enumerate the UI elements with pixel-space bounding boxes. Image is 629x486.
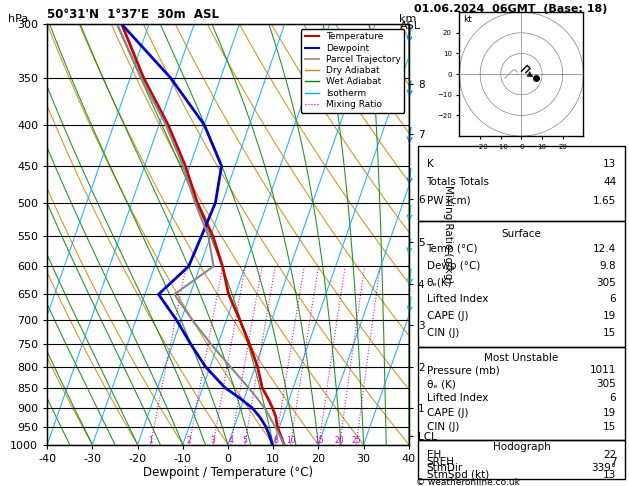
Text: © weatheronline.co.uk: © weatheronline.co.uk [416,478,520,486]
Text: hPa: hPa [8,14,28,24]
Text: 25: 25 [352,435,361,445]
Text: 44: 44 [603,177,616,188]
Text: 4: 4 [228,435,233,445]
Text: 5: 5 [242,435,247,445]
Text: 15: 15 [314,435,324,445]
Text: 20: 20 [335,435,345,445]
Text: K: K [426,159,433,169]
Text: 6: 6 [610,295,616,304]
Text: SREH: SREH [426,456,455,467]
Text: 50°31'N  1°37'E  30m  ASL: 50°31'N 1°37'E 30m ASL [47,8,219,21]
Text: 19: 19 [603,408,616,417]
Text: 8: 8 [273,435,278,445]
Text: 13: 13 [603,159,616,169]
Text: StmDir: StmDir [426,463,463,473]
Text: Lifted Index: Lifted Index [426,394,488,403]
Text: 10: 10 [286,435,296,445]
Text: 305: 305 [596,379,616,389]
Text: Pressure (mb): Pressure (mb) [426,365,499,375]
Text: 15: 15 [603,422,616,432]
Text: CAPE (J): CAPE (J) [426,311,468,321]
Text: 1.65: 1.65 [593,195,616,206]
Text: Totals Totals: Totals Totals [426,177,489,188]
Text: kt: kt [464,16,472,24]
Text: StmSpd (kt): StmSpd (kt) [426,470,489,480]
Text: Most Unstable: Most Unstable [484,353,559,363]
Text: Lifted Index: Lifted Index [426,295,488,304]
Text: CIN (J): CIN (J) [426,328,459,338]
Text: θₑ (K): θₑ (K) [426,379,455,389]
Text: 3: 3 [211,435,216,445]
Text: 2: 2 [187,435,192,445]
Y-axis label: Mixing Ratio (g/kg): Mixing Ratio (g/kg) [443,185,454,284]
Text: km: km [399,14,417,24]
Text: Dewp (°C): Dewp (°C) [426,260,480,271]
Text: Hodograph: Hodograph [493,442,550,452]
Text: 22: 22 [603,450,616,460]
Text: 6: 6 [610,394,616,403]
Text: Temp (°C): Temp (°C) [426,244,478,254]
Text: θₑ(K): θₑ(K) [426,278,452,288]
Text: 339°: 339° [591,463,616,473]
Text: CAPE (J): CAPE (J) [426,408,468,417]
Text: PW (cm): PW (cm) [426,195,470,206]
Text: ASL: ASL [399,21,420,31]
Text: 19: 19 [603,311,616,321]
Text: 9.8: 9.8 [599,260,616,271]
Text: 1: 1 [148,435,153,445]
Text: 1011: 1011 [590,365,616,375]
Text: Surface: Surface [501,229,542,239]
Text: 305: 305 [596,278,616,288]
Text: 13: 13 [603,470,616,480]
Legend: Temperature, Dewpoint, Parcel Trajectory, Dry Adiabat, Wet Adiabat, Isotherm, Mi: Temperature, Dewpoint, Parcel Trajectory… [301,29,404,113]
Text: 12.4: 12.4 [593,244,616,254]
Text: 01.06.2024  06GMT  (Base: 18): 01.06.2024 06GMT (Base: 18) [414,4,607,14]
Text: CIN (J): CIN (J) [426,422,459,432]
Text: 7: 7 [610,456,616,467]
Text: 15: 15 [603,328,616,338]
X-axis label: Dewpoint / Temperature (°C): Dewpoint / Temperature (°C) [143,467,313,480]
Text: EH: EH [426,450,441,460]
